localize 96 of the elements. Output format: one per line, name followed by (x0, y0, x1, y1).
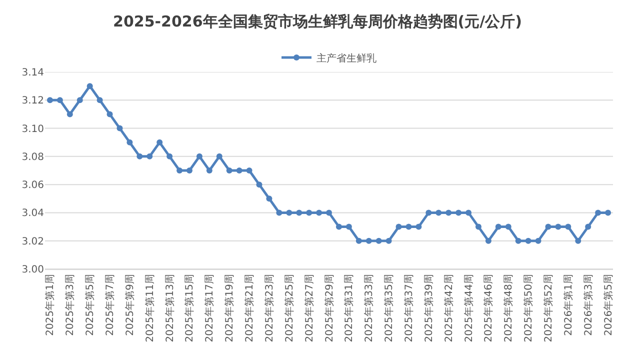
x-tick-label: 2026年第5周 (602, 274, 614, 336)
point (46, 97, 53, 104)
x-tick-label: 2025年第7周 (104, 274, 116, 336)
x-tick-label: 2025年第19周 (224, 274, 236, 342)
point (505, 224, 512, 230)
x-tick-label: 2025年第25周 (283, 274, 296, 342)
point (376, 238, 382, 244)
x-tick-label: 2025年第48周 (502, 274, 515, 342)
point (126, 139, 133, 146)
point (515, 238, 522, 244)
x-tick-label: 2025年第11周 (144, 274, 156, 342)
point (456, 210, 462, 216)
point (535, 238, 542, 244)
x-tick-label: 2025年第15周 (184, 274, 196, 342)
point (406, 224, 412, 230)
x-tick-label: 2025年第5周 (84, 274, 96, 336)
point (326, 210, 332, 216)
x-tick-label: 2025年第39周 (422, 274, 435, 342)
point (565, 224, 572, 230)
y-tick-label: 3.02 (22, 236, 44, 248)
point (196, 153, 202, 160)
point (206, 168, 212, 174)
chart-title: 2025-2026年全国集贸市场生鲜乳每周价格趋势图(元/公斤) (113, 12, 522, 31)
x-tick-label: 2026年第3周 (582, 274, 594, 336)
point (306, 210, 312, 216)
point (216, 153, 222, 160)
x-tick-label: 2025年第31周 (343, 274, 356, 342)
x-tick-label: 2025年第9周 (124, 274, 136, 336)
y-tick-label: 3.08 (22, 152, 44, 163)
y-tick-label: 3.10 (22, 124, 44, 135)
point (76, 97, 83, 104)
point (296, 210, 302, 216)
x-tick-label: 2025年第33周 (363, 274, 376, 342)
point (96, 97, 103, 104)
point (426, 210, 432, 216)
x-tick-label: 2025年第23周 (263, 274, 276, 342)
x-tick-label: 2025年第21周 (244, 274, 256, 342)
point (605, 210, 612, 216)
point (585, 224, 592, 230)
point (595, 210, 602, 216)
y-tick-label: 3.04 (22, 208, 44, 220)
x-tick-label: 2025年第29周 (323, 274, 336, 342)
x-tick-label: 2025年第50周 (522, 274, 535, 342)
point (256, 182, 262, 188)
point (236, 168, 242, 174)
point (166, 153, 173, 160)
x-tick-label: 2025年第52周 (542, 274, 554, 342)
point (436, 210, 442, 216)
x-tick-label: 2025年第46周 (482, 274, 495, 342)
point (575, 238, 582, 244)
point (66, 111, 73, 118)
x-tick-label: 2026年第1周 (562, 274, 574, 336)
point (116, 125, 123, 132)
point (276, 210, 282, 216)
point (356, 238, 362, 244)
point (386, 238, 392, 244)
x-tick-label: 2025年第3周 (64, 274, 76, 336)
point (146, 153, 153, 160)
x-tick-label: 2025年第35周 (383, 274, 396, 342)
y-tick-label: 3.14 (22, 68, 44, 78)
point (396, 224, 402, 230)
point (156, 139, 163, 146)
x-tick-label: 2025年第13周 (164, 274, 176, 342)
point (525, 238, 532, 244)
point (176, 168, 183, 174)
point (56, 97, 63, 104)
point (106, 111, 113, 118)
x-tick-label: 2025年第27周 (303, 274, 316, 342)
point (336, 224, 342, 230)
point (286, 210, 292, 216)
point (186, 168, 192, 174)
point (136, 153, 143, 160)
point (246, 168, 252, 174)
point (495, 224, 502, 230)
point (475, 224, 482, 230)
x-tick-label: 2025年第1周 (44, 274, 56, 336)
x-tick-label: 2025年第44周 (462, 274, 475, 342)
x-tick-label: 2025年第42周 (442, 274, 455, 342)
point (86, 83, 93, 90)
point (316, 210, 322, 216)
point (226, 168, 232, 174)
x-tick-label: 2025年第37周 (402, 274, 415, 342)
point (416, 224, 422, 230)
point (346, 224, 352, 230)
point (485, 238, 492, 244)
y-tick-label: 3.00 (22, 264, 44, 276)
point (266, 196, 272, 202)
x-tick-label: 2025年第17周 (204, 274, 216, 342)
y-tick-label: 3.12 (22, 96, 44, 107)
legend-label: 主产省生鲜乳 (316, 52, 376, 64)
point (555, 224, 562, 230)
point (545, 224, 552, 230)
point (466, 210, 472, 216)
point (446, 210, 452, 216)
point (366, 238, 372, 244)
y-tick-label: 3.06 (22, 180, 44, 192)
